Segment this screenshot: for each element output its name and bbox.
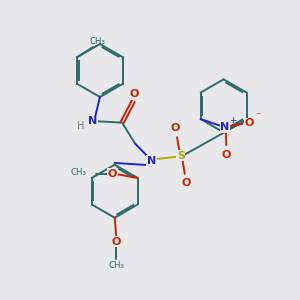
Text: O: O: [171, 123, 180, 133]
Text: ⁻: ⁻: [256, 112, 261, 122]
Text: N: N: [220, 122, 230, 132]
Text: H: H: [76, 122, 84, 131]
Text: N: N: [88, 116, 97, 126]
Text: O: O: [222, 150, 231, 160]
Text: O: O: [108, 169, 117, 178]
Text: CH₃: CH₃: [71, 169, 87, 178]
Text: +: +: [229, 116, 237, 125]
Text: O: O: [245, 118, 254, 128]
Text: O: O: [129, 89, 139, 99]
Text: S: S: [177, 151, 185, 160]
Text: O: O: [182, 178, 191, 188]
Text: N: N: [147, 156, 156, 166]
Text: CH₃: CH₃: [90, 37, 106, 46]
Text: O: O: [112, 237, 121, 247]
Text: CH₃: CH₃: [108, 261, 124, 270]
